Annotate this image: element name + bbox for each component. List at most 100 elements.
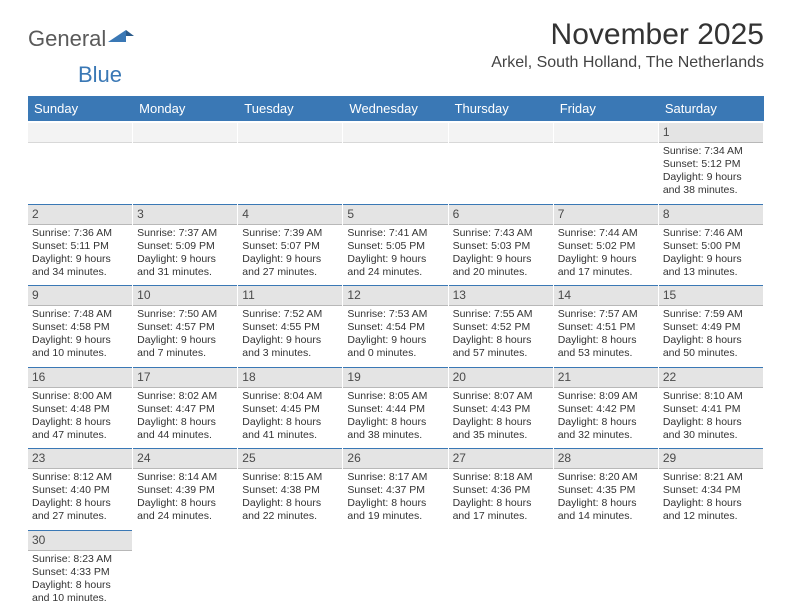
day-cell: 7Sunrise: 7:44 AMSunset: 5:02 PMDaylight… <box>554 202 659 284</box>
sunrise-text: Sunrise: 8:07 AM <box>453 390 549 403</box>
sunset-text: Sunset: 4:43 PM <box>453 403 549 416</box>
day-cell: 6Sunrise: 7:43 AMSunset: 5:03 PMDaylight… <box>449 202 554 284</box>
day-cell-empty <box>343 121 448 202</box>
day-number <box>449 123 553 143</box>
sunrise-text: Sunrise: 8:17 AM <box>347 471 443 484</box>
day-cell: 22Sunrise: 8:10 AMSunset: 4:41 PMDayligh… <box>659 365 764 447</box>
day-cell: 25Sunrise: 8:15 AMSunset: 4:38 PMDayligh… <box>238 446 343 528</box>
day-number: 7 <box>554 204 658 225</box>
daylight2-text: and 38 minutes. <box>663 184 759 197</box>
day-number: 25 <box>238 448 342 469</box>
logo-word1: General <box>28 26 106 52</box>
location-text: Arkel, South Holland, The Netherlands <box>491 54 764 72</box>
sunset-text: Sunset: 4:36 PM <box>453 484 549 497</box>
day-cell: 17Sunrise: 8:02 AMSunset: 4:47 PMDayligh… <box>133 365 238 447</box>
day-cell-empty <box>133 121 238 202</box>
sunset-text: Sunset: 4:45 PM <box>242 403 338 416</box>
day-cell: 19Sunrise: 8:05 AMSunset: 4:44 PMDayligh… <box>343 365 448 447</box>
daylight2-text: and 14 minutes. <box>558 510 654 523</box>
calendar: Sunday Monday Tuesday Wednesday Thursday… <box>28 96 764 609</box>
daylight1-text: Daylight: 8 hours <box>558 334 654 347</box>
daylight2-text: and 19 minutes. <box>347 510 443 523</box>
sunset-text: Sunset: 4:33 PM <box>32 566 128 579</box>
daylight1-text: Daylight: 8 hours <box>558 416 654 429</box>
daylight1-text: Daylight: 8 hours <box>453 334 549 347</box>
daylight1-text: Daylight: 8 hours <box>663 416 759 429</box>
day-number: 30 <box>28 530 132 551</box>
daylight1-text: Daylight: 9 hours <box>347 334 443 347</box>
day-number <box>28 123 132 143</box>
day-cell: 23Sunrise: 8:12 AMSunset: 4:40 PMDayligh… <box>28 446 133 528</box>
daylight2-text: and 32 minutes. <box>558 429 654 442</box>
weekday-header-row: Sunday Monday Tuesday Wednesday Thursday… <box>28 96 764 121</box>
day-number: 22 <box>659 367 763 388</box>
daylight1-text: Daylight: 8 hours <box>137 497 233 510</box>
sunset-text: Sunset: 5:11 PM <box>32 240 128 253</box>
daylight1-text: Daylight: 8 hours <box>242 497 338 510</box>
daylight1-text: Daylight: 9 hours <box>32 334 128 347</box>
daylight1-text: Daylight: 8 hours <box>347 416 443 429</box>
sunset-text: Sunset: 4:37 PM <box>347 484 443 497</box>
sunset-text: Sunset: 4:51 PM <box>558 321 654 334</box>
sunrise-text: Sunrise: 8:15 AM <box>242 471 338 484</box>
sunrise-text: Sunrise: 7:39 AM <box>242 227 338 240</box>
daylight2-text: and 10 minutes. <box>32 347 128 360</box>
sunset-text: Sunset: 5:09 PM <box>137 240 233 253</box>
day-number: 20 <box>449 367 553 388</box>
day-number: 19 <box>343 367 447 388</box>
sunset-text: Sunset: 5:12 PM <box>663 158 759 171</box>
daylight1-text: Daylight: 8 hours <box>137 416 233 429</box>
day-cell: 3Sunrise: 7:37 AMSunset: 5:09 PMDaylight… <box>133 202 238 284</box>
sunset-text: Sunset: 4:35 PM <box>558 484 654 497</box>
daylight2-text: and 27 minutes. <box>32 510 128 523</box>
daylight2-text: and 27 minutes. <box>242 266 338 279</box>
daylight2-text: and 3 minutes. <box>242 347 338 360</box>
daylight1-text: Daylight: 8 hours <box>663 334 759 347</box>
day-cell-empty <box>449 528 554 610</box>
sunrise-text: Sunrise: 8:00 AM <box>32 390 128 403</box>
daylight1-text: Daylight: 9 hours <box>242 334 338 347</box>
daylight2-text: and 24 minutes. <box>347 266 443 279</box>
day-number: 15 <box>659 285 763 306</box>
day-cell: 29Sunrise: 8:21 AMSunset: 4:34 PMDayligh… <box>659 446 764 528</box>
daylight2-text: and 53 minutes. <box>558 347 654 360</box>
weekday-header: Saturday <box>659 96 764 121</box>
day-number: 5 <box>343 204 447 225</box>
day-cell: 30Sunrise: 8:23 AMSunset: 4:33 PMDayligh… <box>28 528 133 610</box>
daylight2-text: and 22 minutes. <box>242 510 338 523</box>
daylight2-text: and 50 minutes. <box>663 347 759 360</box>
title-block: November 2025 Arkel, South Holland, The … <box>491 18 764 72</box>
day-cell-empty <box>133 528 238 610</box>
sunrise-text: Sunrise: 7:48 AM <box>32 308 128 321</box>
daylight1-text: Daylight: 9 hours <box>137 253 233 266</box>
day-number: 8 <box>659 204 763 225</box>
sunrise-text: Sunrise: 7:53 AM <box>347 308 443 321</box>
logo-word2: Blue <box>78 62 122 88</box>
day-number: 21 <box>554 367 658 388</box>
daylight1-text: Daylight: 8 hours <box>663 497 759 510</box>
sunrise-text: Sunrise: 7:57 AM <box>558 308 654 321</box>
day-number: 11 <box>238 285 342 306</box>
sunset-text: Sunset: 4:44 PM <box>347 403 443 416</box>
weekday-header: Tuesday <box>238 96 343 121</box>
week-row: 16Sunrise: 8:00 AMSunset: 4:48 PMDayligh… <box>28 365 764 447</box>
sunset-text: Sunset: 4:48 PM <box>32 403 128 416</box>
day-cell: 15Sunrise: 7:59 AMSunset: 4:49 PMDayligh… <box>659 283 764 365</box>
sunset-text: Sunset: 4:54 PM <box>347 321 443 334</box>
sunset-text: Sunset: 4:34 PM <box>663 484 759 497</box>
week-row: 9Sunrise: 7:48 AMSunset: 4:58 PMDaylight… <box>28 283 764 365</box>
day-cell: 27Sunrise: 8:18 AMSunset: 4:36 PMDayligh… <box>449 446 554 528</box>
day-cell: 9Sunrise: 7:48 AMSunset: 4:58 PMDaylight… <box>28 283 133 365</box>
day-cell-empty <box>449 121 554 202</box>
sunrise-text: Sunrise: 8:21 AM <box>663 471 759 484</box>
sunset-text: Sunset: 4:39 PM <box>137 484 233 497</box>
logo-flag-icon <box>108 26 134 52</box>
daylight2-text: and 44 minutes. <box>137 429 233 442</box>
daylight1-text: Daylight: 9 hours <box>453 253 549 266</box>
sunrise-text: Sunrise: 8:02 AM <box>137 390 233 403</box>
sunset-text: Sunset: 5:00 PM <box>663 240 759 253</box>
weekday-header: Monday <box>133 96 238 121</box>
weekday-header: Sunday <box>28 96 133 121</box>
sunset-text: Sunset: 4:55 PM <box>242 321 338 334</box>
daylight1-text: Daylight: 8 hours <box>242 416 338 429</box>
